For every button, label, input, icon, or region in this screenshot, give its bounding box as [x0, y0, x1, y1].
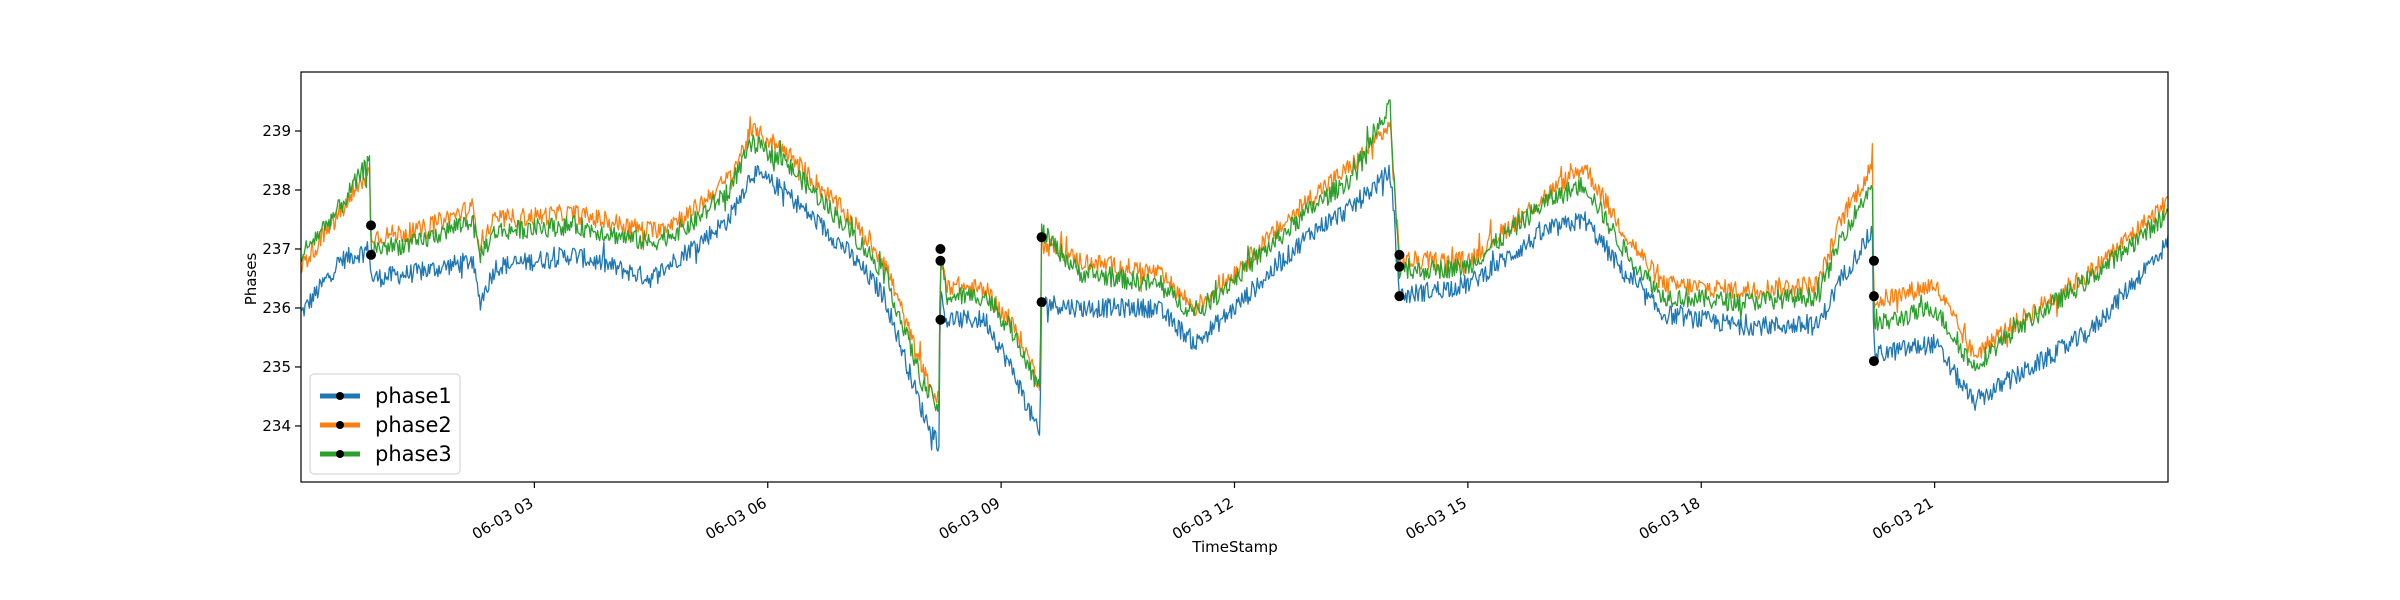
y-tick-label: 237	[262, 240, 291, 258]
event-marker	[935, 255, 946, 266]
x-axis-label: TimeStamp	[1191, 538, 1277, 556]
event-marker	[1394, 261, 1405, 272]
series-line-phase2	[300, 115, 2169, 404]
series-line-phase3	[300, 99, 2169, 413]
series-layer	[300, 99, 2169, 452]
event-marker	[1868, 356, 1879, 367]
legend: phase1 phase2 phase3	[309, 373, 461, 475]
event-marker	[366, 220, 377, 231]
legend-marker-phase2	[336, 421, 344, 429]
event-marker	[1394, 249, 1405, 260]
legend-marker-phase1	[336, 392, 344, 400]
event-marker	[1868, 291, 1879, 302]
event-marker	[935, 243, 946, 254]
y-tick-label: 235	[262, 358, 291, 376]
series-line-phase1	[300, 164, 2169, 452]
legend-marker-phase3	[336, 450, 344, 458]
event-marker	[935, 314, 946, 325]
marker-layer	[366, 220, 1879, 367]
y-tick-label: 239	[262, 122, 291, 140]
legend-label-phase2: phase2	[375, 413, 452, 437]
y-axis: 234 235 236 237 238 239	[262, 122, 301, 435]
y-axis-label: Phases	[242, 253, 260, 306]
event-marker	[1036, 297, 1047, 308]
event-marker	[366, 249, 377, 260]
legend-label-phase1: phase1	[375, 384, 452, 408]
event-marker	[1036, 232, 1047, 243]
event-marker	[1394, 291, 1405, 302]
legend-box	[309, 373, 461, 475]
legend-label-phase3: phase3	[375, 442, 452, 466]
y-tick-label: 234	[262, 417, 291, 435]
y-tick-label: 236	[262, 299, 291, 317]
event-marker	[1868, 255, 1879, 266]
y-tick-label: 238	[262, 181, 291, 199]
